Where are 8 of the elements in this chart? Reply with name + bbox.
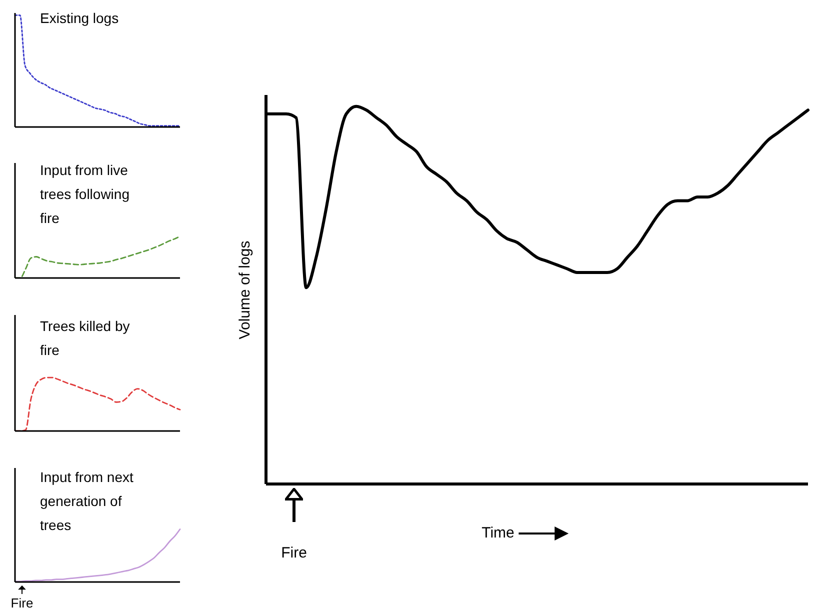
text: Fire [281,544,307,562]
y-axis-title: Volume of logs [236,240,254,340]
chart-title: Input from live trees following fire [40,161,130,228]
chart-title: Input from next generation of trees [40,468,134,535]
chart-title: Existing logs [40,9,120,28]
x-axis-title: Time [482,524,514,542]
chart-title: Trees killed by fire [40,317,131,360]
text: Fire [10,596,34,610]
